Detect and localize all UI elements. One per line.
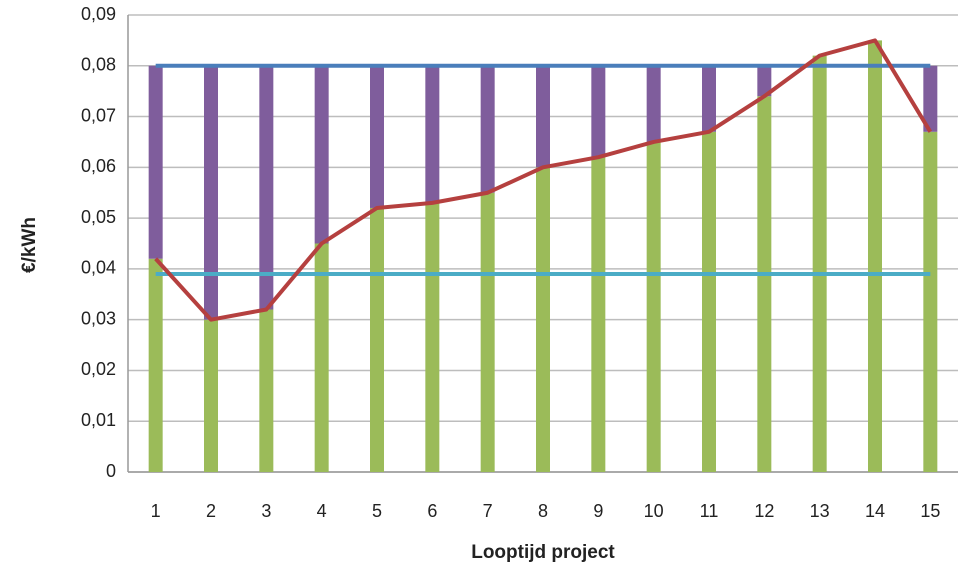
y-tick-label: 0 — [106, 461, 116, 481]
bar-segment — [923, 65, 938, 132]
x-tick-label: 6 — [427, 501, 437, 521]
bar-segment — [536, 167, 550, 473]
bar-segment — [259, 309, 274, 472]
y-tick-label: 0,09 — [81, 4, 116, 24]
x-tick-label: 5 — [372, 501, 382, 521]
x-tick-label: 9 — [593, 501, 603, 521]
x-axis-label: Looptijd project — [471, 542, 615, 563]
bar-segment — [868, 40, 882, 473]
x-tick-label: 7 — [483, 501, 493, 521]
bar-segment — [591, 65, 606, 158]
y-tick-label: 0,07 — [81, 105, 116, 125]
bar-segment — [646, 141, 661, 472]
y-tick-label: 0,05 — [81, 207, 116, 227]
x-tick-label: 1 — [151, 501, 161, 521]
bar-segment — [425, 65, 440, 203]
bar-segment — [702, 131, 716, 473]
x-tick-label: 14 — [865, 501, 885, 521]
bar-segment — [314, 65, 329, 244]
bar-segment — [148, 65, 163, 259]
line-series — [154, 38, 933, 322]
bar-segment — [757, 65, 772, 97]
x-tick-label: 13 — [810, 501, 830, 521]
bar-segment — [480, 192, 495, 472]
x-tick-label: 2 — [206, 501, 216, 521]
y-tick-label: 0,03 — [81, 308, 116, 328]
x-tick-label: 15 — [920, 501, 940, 521]
bar-segment — [370, 65, 384, 208]
bar-segment — [646, 65, 661, 142]
y-tick-label: 0,06 — [81, 156, 116, 176]
bar-segment — [314, 243, 329, 472]
y-axis-label: €/kWh — [19, 217, 40, 273]
bar-segment — [702, 65, 716, 132]
y-tick-label: 0,04 — [81, 258, 116, 278]
bar-segment — [370, 207, 384, 472]
bar-segment — [204, 65, 218, 320]
x-tick-label: 4 — [317, 501, 327, 521]
bar-segment — [480, 65, 495, 193]
x-tick-label: 12 — [754, 501, 774, 521]
bar-segment — [536, 65, 550, 168]
bar-segment — [148, 258, 163, 472]
x-tick-label: 8 — [538, 501, 548, 521]
y-tick-label: 0,01 — [81, 410, 116, 430]
bar-segment — [259, 65, 274, 310]
bar-segment — [425, 202, 440, 472]
y-tick-label: 0,02 — [81, 359, 116, 379]
bar-segment — [204, 319, 218, 472]
x-tick-label: 11 — [700, 501, 719, 521]
x-tick-label: 3 — [261, 501, 271, 521]
bar-segment — [591, 157, 606, 472]
y-tick-label: 0,08 — [81, 55, 116, 75]
x-tick-label: 10 — [644, 501, 664, 521]
bar-segment — [757, 96, 772, 472]
bar-segment — [812, 55, 827, 472]
bar-segment — [923, 131, 938, 473]
